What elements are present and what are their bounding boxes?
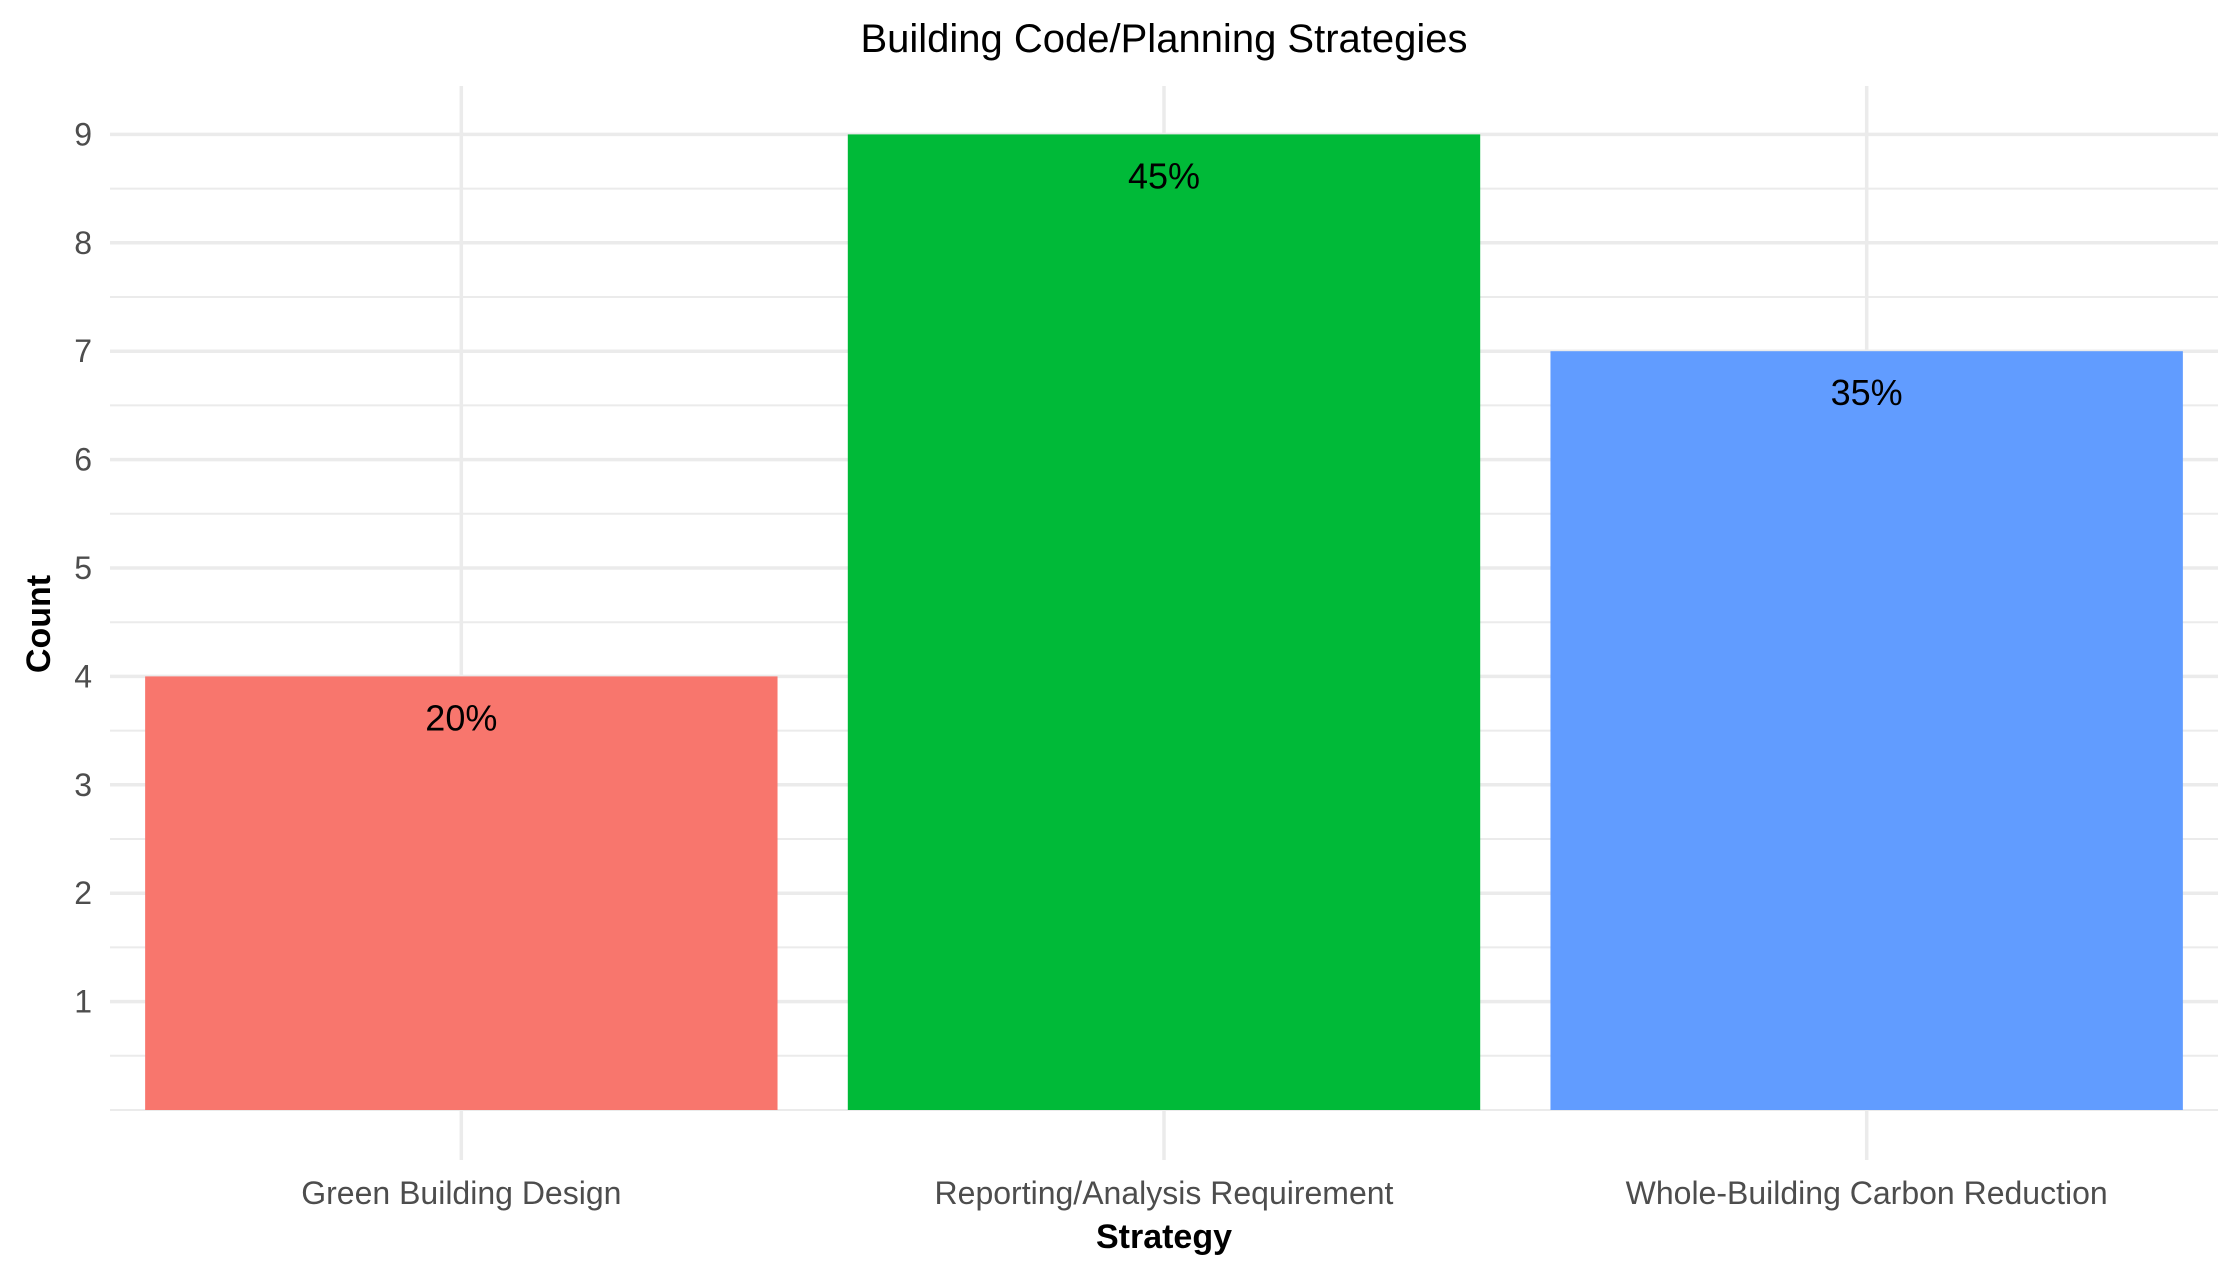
x-tick-label: Reporting/Analysis Requirement	[935, 1175, 1394, 1211]
bar	[847, 134, 1481, 1110]
y-axis-title: Count	[20, 575, 58, 673]
y-tick-label: 4	[74, 658, 92, 694]
y-tick-label: 6	[74, 442, 92, 478]
y-tick-label: 5	[74, 550, 92, 586]
bar-data-label: 20%	[425, 697, 497, 738]
data-labels: 20% 45% 35%	[425, 155, 1902, 738]
y-tick-label: 3	[74, 767, 92, 803]
bar-data-label: 35%	[1831, 372, 1903, 413]
chart-title: Building Code/Planning Strategies	[860, 17, 1467, 61]
y-tick-label: 9	[74, 116, 92, 152]
bars	[145, 134, 2183, 1110]
x-tick-label: Green Building Design	[301, 1175, 621, 1211]
x-axis-ticks: Green Building Design Reporting/Analysis …	[301, 1175, 2107, 1211]
y-tick-label: 1	[74, 984, 92, 1020]
y-axis-ticks: 1 2 3 4 5 6 7 8 9	[74, 116, 92, 1019]
y-tick-label: 2	[74, 875, 92, 911]
bar	[145, 676, 778, 1110]
x-tick-label: Whole-Building Carbon Reduction	[1626, 1175, 2108, 1211]
bar-data-label: 45%	[1128, 155, 1200, 196]
y-tick-label: 8	[74, 225, 92, 261]
y-tick-label: 7	[74, 333, 92, 369]
x-axis-title: Strategy	[1096, 1218, 1232, 1256]
bar	[1550, 351, 2183, 1110]
